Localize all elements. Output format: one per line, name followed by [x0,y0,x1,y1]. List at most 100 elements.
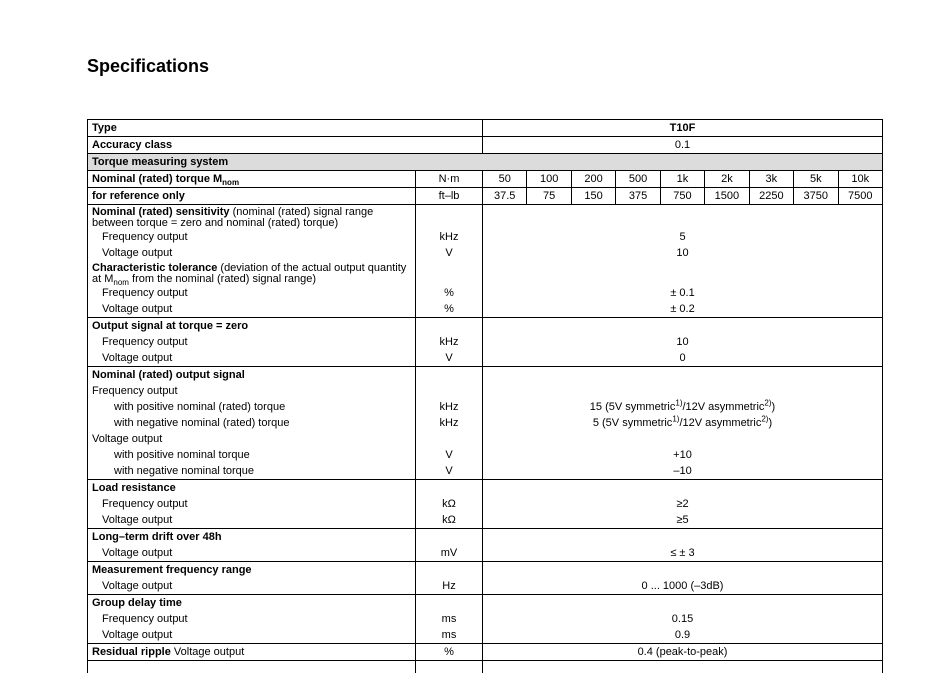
value [482,261,883,285]
spec-line: Frequency output kΩ ≥2 [87,496,883,512]
value-cell: 150 [570,187,617,205]
text-segment: 2) [764,398,772,408]
text-segment: Nominal (rated) torque M [92,173,223,185]
row-label: Frequency output [87,334,416,350]
value-cell: 2k [704,170,750,188]
value: ≥2 [482,496,883,512]
row-label: Residual ripple Voltage output [87,643,416,661]
text-segment: 1) [675,398,683,408]
text-segment: Frequency output [102,287,188,299]
unit: kHz [414,415,483,431]
spec-line: with negative nominal torque V –10 [87,463,883,480]
unit: kΩ [414,512,483,529]
empty-cell [482,660,883,673]
spec-line: Voltage output mV ≤ ± 3 [87,545,883,562]
value-cell: 10k [837,170,884,188]
unit [414,204,483,229]
unit: V [414,245,483,261]
value: +10 [482,447,883,463]
row-label: Frequency output [87,285,416,301]
spec-line: with positive nominal torque V +10 [87,447,883,463]
row-label: Nominal (rated) torque Mnom [87,170,416,188]
text-segment: Voltage output [102,629,173,641]
spec-line: Group delay time [87,594,883,611]
spec-line: Frequency output ms 0.15 [87,611,883,627]
value-cell: 1k [659,170,706,188]
value [482,366,883,383]
value [482,479,883,496]
spec-line: Frequency output kHz 5 [87,229,883,245]
unit: N·m [414,170,484,188]
text-segment: Nominal (rated) sensitivity [92,206,230,218]
value: 0.15 [482,611,883,627]
text-segment: ≥5 [676,514,689,526]
text-segment: +10 [673,449,692,461]
spec-line: Characteristic tolerance (deviation of t… [87,261,883,287]
text-segment: 15 (5V symmetric [589,401,676,413]
text-segment: Frequency output [102,498,188,510]
section-title: Torque measuring system [87,153,883,171]
text-segment: Voltage output [170,646,245,658]
spec-line: Long–term drift over 48h [87,528,883,545]
row-label: Frequency output [87,611,416,627]
row-label: with negative nominal (rated) torque [87,415,416,431]
text-segment: Frequency output [92,385,178,397]
unit: mV [414,545,483,562]
accuracy-row: Accuracy class 0.1 [86,136,883,154]
row-label: Long–term drift over 48h [87,528,416,545]
text-segment: (deviation of the actual output quantity… [92,262,407,285]
accuracy-label: Accuracy class [86,136,484,154]
value: 15 (5V symmetric1)/12V asymmetric2)) [482,398,883,415]
empty-cell [87,660,416,673]
value-cell: 37.5 [482,187,528,205]
value [482,594,883,611]
spec-line: Frequency output% ± 0.1 [87,285,883,301]
text-segment: Frequency output [102,231,188,243]
value: ≥5 [482,512,883,529]
unit [414,528,483,545]
section-header: Torque measuring system [87,153,883,171]
text-segment: Voltage output [102,303,173,315]
unit [414,317,483,334]
value: 0 ... 1000 (–3dB) [482,578,883,595]
unit: ft–lb [414,187,484,205]
text-segment: ≥2 [676,498,689,510]
text-segment: Frequency output [102,613,188,625]
unit [414,594,483,611]
specifications-table: Type T10F Accuracy class 0.1 Torque measurin… [86,119,884,673]
spec-line: Voltage output Hz 0 ... 1000 (–3dB) [87,578,883,595]
spec-line: Nominal (rated) output signal [87,366,883,383]
row-label: Load resistance [87,479,416,496]
type-value: T10F [482,119,883,137]
value: 0 [482,350,883,367]
row-label: Nominal (rated) sensitivity (nominal (ra… [87,204,416,229]
page-title: Specifications [87,56,210,76]
value-cell: 375 [615,187,661,205]
text-segment: 0.15 [671,613,694,625]
value [482,561,883,578]
spec-line: Nominal (rated) sensitivity (nominal (ra… [87,204,883,229]
value-cell: 500 [615,170,661,188]
value-cell: 100 [526,170,572,188]
text-segment: ≤ ± 3 [670,547,695,559]
unit: V [414,463,483,480]
unit [414,261,483,285]
row-label: Frequency output [87,229,416,245]
text-segment: Voltage output [102,580,173,592]
value [482,431,883,447]
row-label: Voltage output [87,245,416,261]
value-cell: 7500 [837,187,884,205]
row-label: Voltage output [87,512,416,529]
value [482,204,883,229]
spec-line: Voltage output kΩ ≥5 [87,512,883,529]
value-cell: 200 [570,170,617,188]
text-segment: Residual ripple [92,646,171,658]
row-label: with positive nominal (rated) torque [87,399,416,415]
text-segment: Characteristic tolerance [92,262,218,274]
value-cell: 75 [526,187,572,205]
value: ≤ ± 3 [482,545,883,562]
value-cell: 2250 [748,187,795,205]
text-segment: 5 [679,231,686,243]
value-cell: 3k [748,170,795,188]
text-segment: Load resistance [92,482,176,494]
